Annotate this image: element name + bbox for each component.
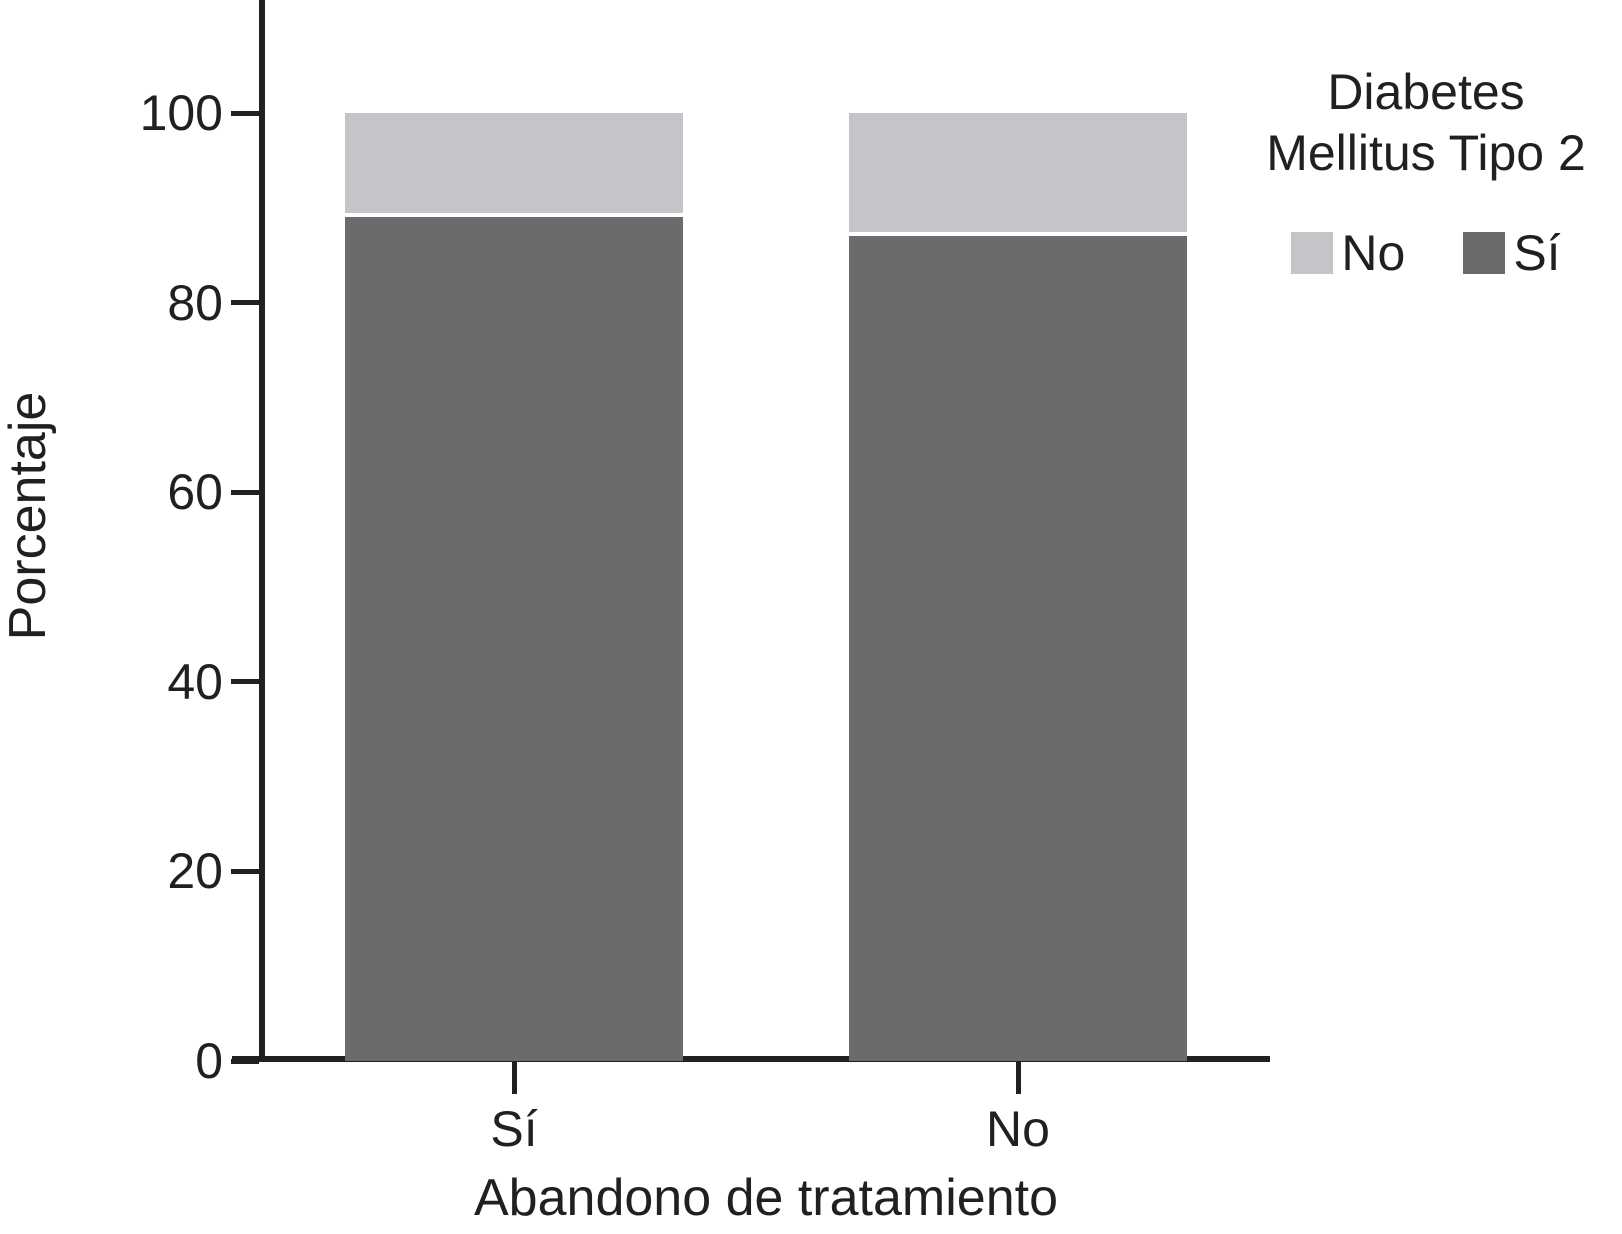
x-tick [511,1062,517,1094]
x-axis-line [232,1056,1270,1062]
y-tick-label: 80 [167,274,223,331]
y-axis-line [259,0,265,1061]
bar-segment-Sí-Sí [345,217,683,1061]
legend-item-Sí: Sí [1463,225,1561,281]
y-tick [231,110,259,116]
bar-segment-No-Sí [849,236,1187,1061]
legend-swatch-icon [1291,232,1334,274]
y-tick-label: 0 [195,1033,223,1089]
y-axis-title: Porcentaje [0,391,57,641]
y-tick [231,1058,259,1064]
legend-items: No Sí [1236,228,1616,278]
legend: Diabetes Mellitus Tipo 2 No Sí [1236,62,1616,278]
y-tick [231,489,259,495]
x-category-label-No: No [986,1101,1050,1157]
legend-label: Sí [1513,225,1561,281]
bar-segment-No-No [849,113,1187,237]
legend-title-line1: Diabetes [1327,64,1525,120]
y-tick [231,300,259,306]
x-category-label-Sí: Sí [490,1101,538,1157]
y-tick-label: 100 [139,85,223,141]
y-tick [231,868,259,874]
bar-No [849,113,1187,1061]
legend-title-line2: Mellitus Tipo 2 [1266,125,1586,181]
y-tick-label: 20 [167,843,223,900]
bar-Sí [345,113,683,1061]
x-tick [1015,1062,1021,1094]
y-tick-label: 60 [167,464,223,521]
legend-item-No: No [1291,228,1405,278]
legend-swatch-icon [1463,232,1506,274]
legend-label: No [1341,225,1406,281]
y-tick-label: 40 [167,653,223,710]
y-tick [231,679,259,685]
x-axis-title: Abandono de tratamiento [474,1169,1058,1227]
bar-segment-Sí-No [345,113,683,218]
